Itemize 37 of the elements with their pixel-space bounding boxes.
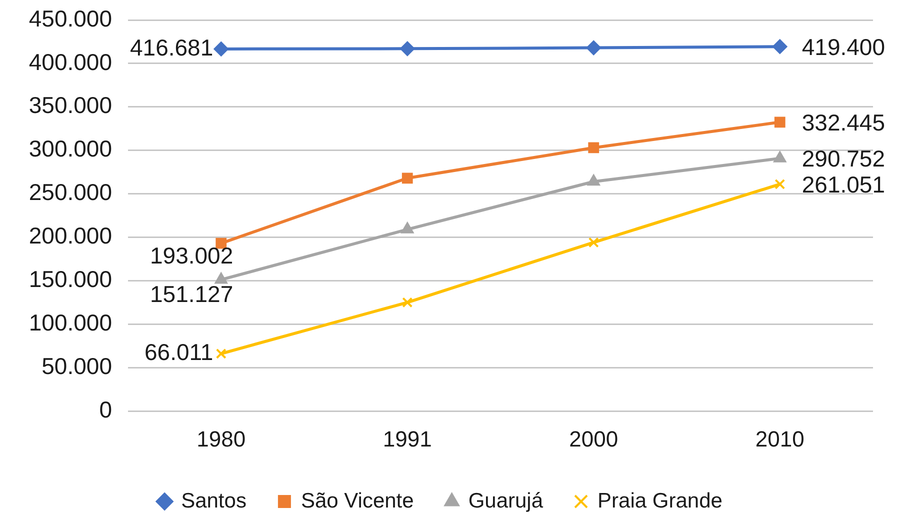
data-label: 332.445: [802, 109, 886, 136]
y-tick-label: 400.000: [28, 48, 112, 75]
legend-label: São Vicente: [300, 489, 414, 512]
point: [214, 41, 229, 56]
point: [588, 237, 599, 248]
data-label: 290.752: [802, 146, 886, 172]
point: [774, 178, 786, 190]
x-tick-label: 2000: [569, 426, 618, 452]
x-tick-label: 2010: [755, 426, 804, 452]
legend-label: Guarujá: [468, 489, 544, 512]
y-tick-label: 450.000: [28, 5, 112, 32]
legend-label: Santos: [181, 489, 246, 512]
data-label: 419.400: [802, 34, 886, 60]
y-tick-label: 250.000: [28, 179, 112, 206]
point: [216, 348, 226, 359]
y-tick-label: 100.000: [28, 309, 112, 336]
x-tick-label: 1980: [196, 426, 246, 452]
y-tick-label: 200.000: [28, 222, 112, 249]
point: [586, 40, 602, 56]
point: [402, 172, 413, 184]
x-tick-label: 1991: [382, 426, 432, 452]
y-tick-label: 0: [99, 396, 112, 422]
y-tick-label: 300.000: [28, 136, 112, 162]
data-label: 261.051: [802, 172, 886, 198]
data-label: 416.681: [130, 34, 214, 60]
y-tick-label: 50.000: [42, 352, 112, 379]
point: [402, 297, 413, 308]
point: [400, 41, 415, 56]
data-label: 193.002: [150, 242, 234, 269]
legend-label: Praia Grande: [598, 489, 722, 512]
point: [774, 116, 786, 128]
point: [772, 39, 788, 54]
y-tick-label: 150.000: [28, 266, 112, 292]
point: [588, 142, 600, 154]
data-label: 151.127: [150, 281, 234, 308]
data-label: 66.011: [144, 338, 214, 365]
y-tick-label: 350.000: [28, 92, 112, 118]
